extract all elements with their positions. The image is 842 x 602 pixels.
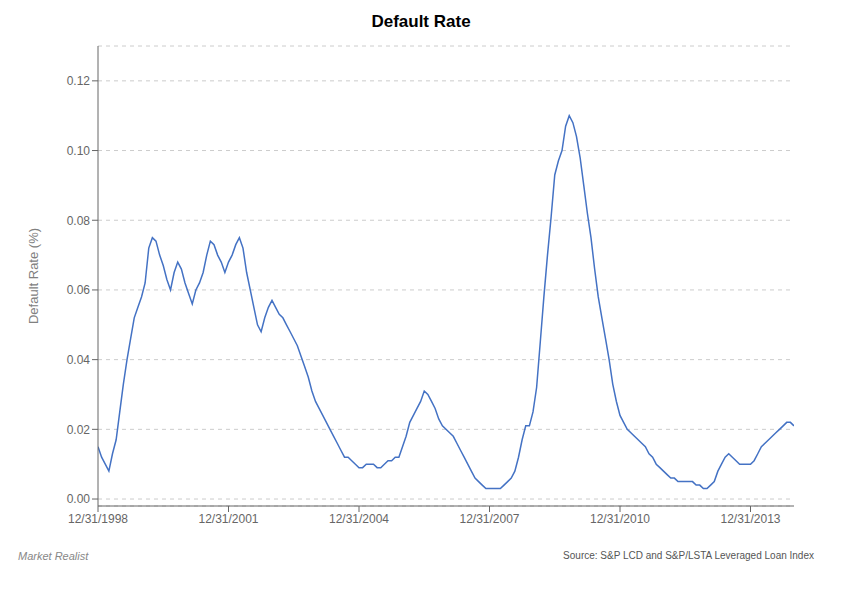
svg-text:0.10: 0.10 [67,144,91,158]
svg-text:0.12: 0.12 [67,74,91,88]
svg-text:12/31/2001: 12/31/2001 [198,512,258,526]
html-text:Default Rate: Default Rate [371,12,471,31]
svg-text:12/31/2010: 12/31/2010 [590,512,650,526]
svg-text:0.08: 0.08 [67,214,91,228]
svg-text:12/31/2013: 12/31/2013 [720,512,780,526]
svg-text:12/31/2004: 12/31/2004 [329,512,389,526]
html-text:Market Realist: Market Realist [18,550,89,562]
svg-text:12/31/1998: 12/31/1998 [68,512,128,526]
html-text:Source: S&P LCD and S&P/LSTA L: Source: S&P LCD and S&P/LSTA Leveraged L… [563,550,814,561]
svg-text:0.00: 0.00 [67,492,91,506]
svg-text:Default Rate (%): Default Rate (%) [26,228,41,324]
svg-text:0.02: 0.02 [67,423,91,437]
svg-text:0.04: 0.04 [67,353,91,367]
svg-text:12/31/2007: 12/31/2007 [459,512,519,526]
svg-text:0.06: 0.06 [67,283,91,297]
